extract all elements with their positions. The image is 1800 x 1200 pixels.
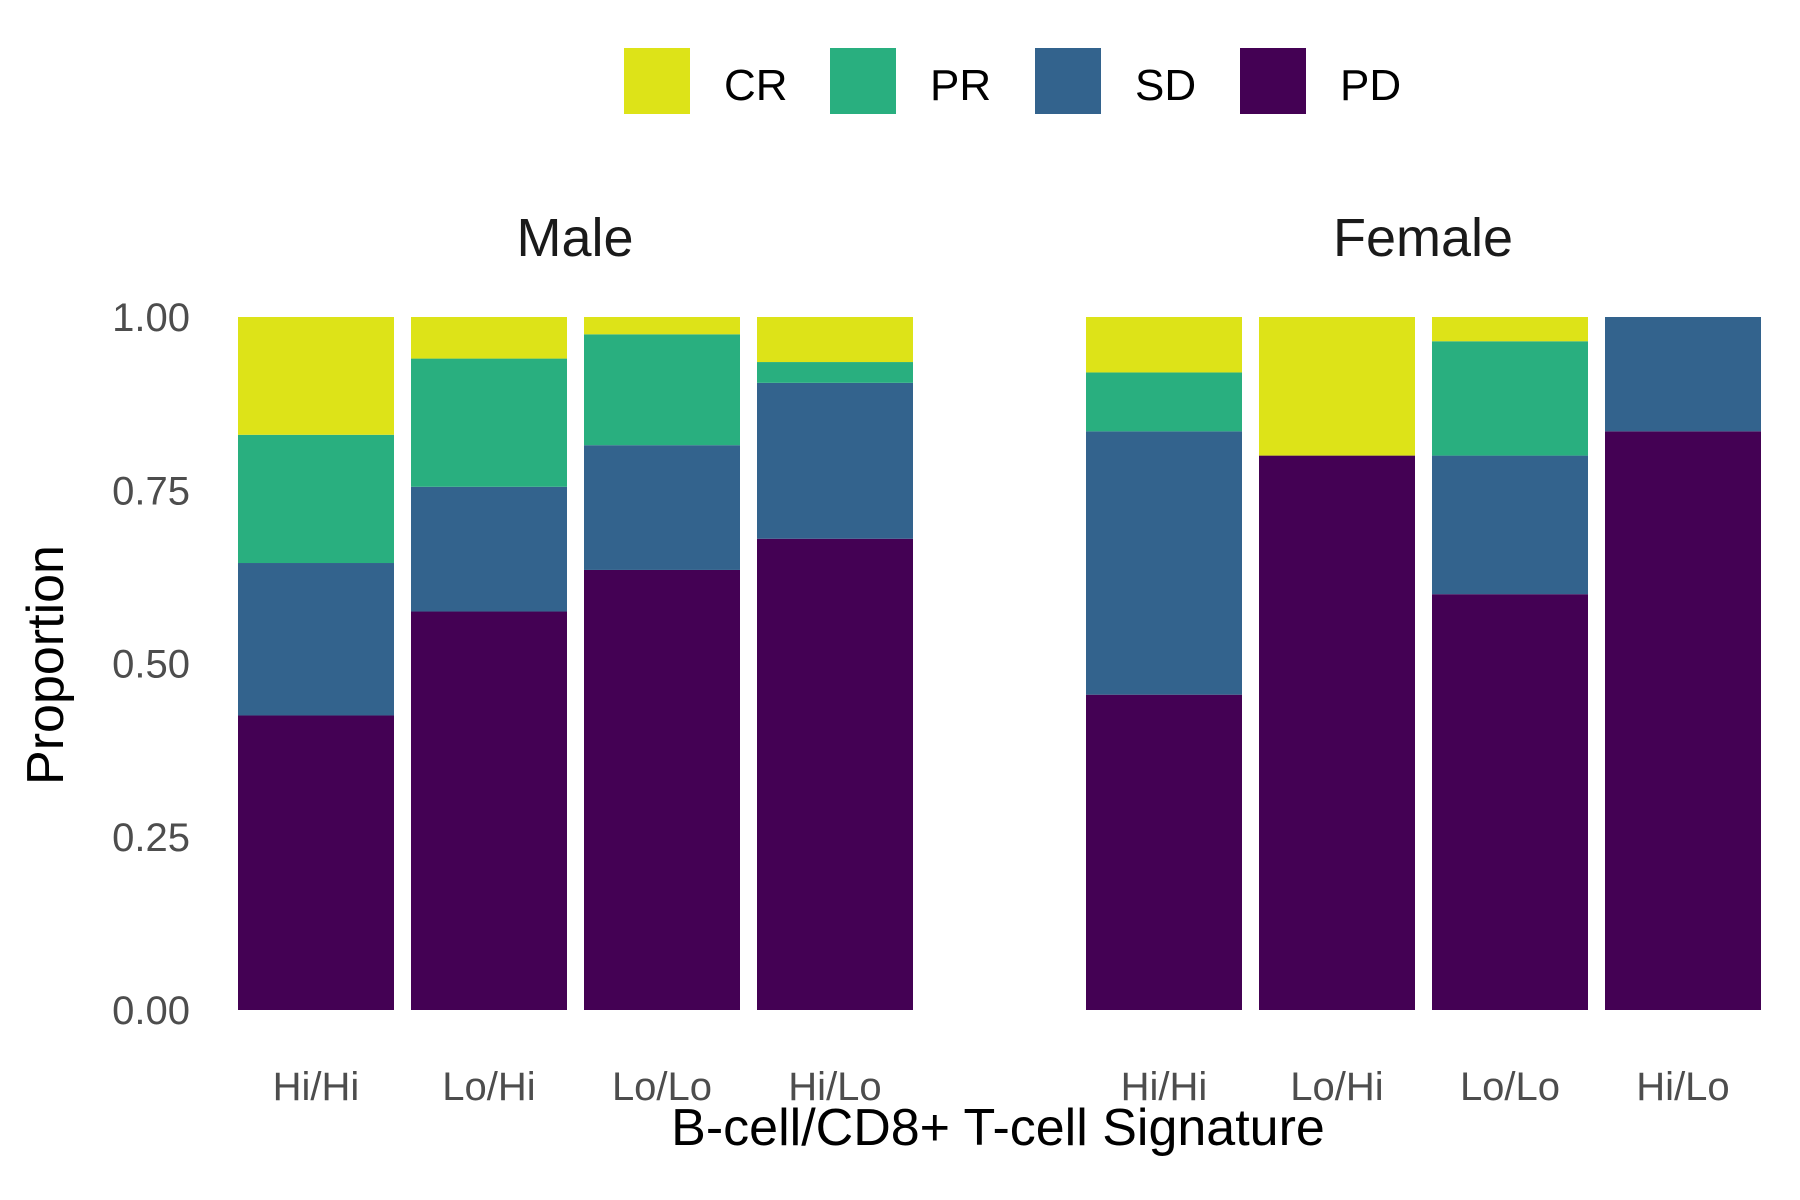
bar-segment-female-hi-hi-cr [1086,317,1242,373]
bar-segment-female-lo-hi-cr [1259,317,1415,456]
facet-titles: Male Female [516,208,1513,268]
facet-title-female: Female [1333,208,1513,268]
legend: CR PR SD PD [624,48,1401,114]
x-tick-label: Lo/Hi [442,1065,535,1109]
x-axis: Hi/Hi Lo/Hi Lo/Lo Hi/Lo Hi/Hi Lo/Hi Lo/Lo Hi/Lo [273,1065,1730,1109]
bar-segment-male-lo-lo-pr [584,334,740,446]
bar-segment-male-hi-lo-pd [757,538,913,1010]
bar-segment-male-hi-hi-cr [238,317,394,435]
legend-swatch-pr [830,48,896,114]
bar-segment-female-lo-lo-cr [1432,317,1588,342]
bar-segment-female-lo-lo-pd [1432,594,1588,1010]
bar-segment-male-hi-lo-pr [757,362,913,383]
y-tick-label: 0.75 [112,469,190,513]
facet-title-male: Male [516,208,633,268]
bar-segment-male-lo-hi-sd [411,486,567,612]
legend-label-cr: CR [724,61,788,110]
y-axis: 0.00 0.25 0.50 0.75 1.00 [112,296,190,1033]
legend-swatch-cr [624,48,690,114]
legend-swatch-sd [1035,48,1101,114]
x-tick-label: Hi/Lo [1636,1065,1729,1109]
x-tick-label: Hi/Lo [788,1065,881,1109]
y-tick-label: 1.00 [112,296,190,340]
bar-segment-female-lo-lo-sd [1432,455,1588,595]
x-tick-label: Hi/Hi [273,1065,360,1109]
y-tick-label: 0.25 [112,816,190,860]
bar-segment-male-lo-hi-pr [411,358,567,487]
bar-segment-female-hi-lo-pd [1605,431,1761,1011]
bar-segment-male-lo-lo-pd [584,569,740,1010]
bar-segment-male-hi-hi-pd [238,715,394,1010]
bar-segment-male-hi-lo-cr [757,317,913,363]
legend-label-pd: PD [1340,61,1401,110]
bars [238,317,1761,1011]
bar-segment-male-lo-hi-cr [411,317,567,359]
bar-segment-female-lo-lo-pr [1432,341,1588,456]
x-axis-title: B-cell/CD8+ T-cell Signature [671,1099,1325,1157]
bar-segment-female-lo-hi-pd [1259,455,1415,1011]
bar-segment-female-hi-hi-pr [1086,372,1242,432]
bar-segment-female-hi-lo-sd [1605,317,1761,432]
y-tick-label: 0.50 [112,643,190,687]
y-tick-label: 0.00 [112,989,190,1033]
bar-segment-male-hi-hi-sd [238,563,394,716]
y-axis-title: Proportion [17,545,75,785]
bar-segment-male-hi-hi-pr [238,434,394,564]
x-tick-label: Lo/Lo [612,1065,712,1109]
bar-segment-male-lo-lo-cr [584,317,740,335]
legend-label-pr: PR [930,61,991,110]
x-tick-label: Hi/Hi [1121,1065,1208,1109]
bar-segment-male-hi-lo-sd [757,382,913,539]
bar-segment-male-lo-hi-pd [411,611,567,1010]
legend-swatch-pd [1240,48,1306,114]
bar-segment-male-lo-lo-sd [584,445,740,570]
legend-label-sd: SD [1135,61,1196,110]
x-tick-label: Lo/Hi [1290,1065,1383,1109]
x-tick-label: Lo/Lo [1460,1065,1560,1109]
bar-segment-female-hi-hi-sd [1086,431,1242,695]
bar-segment-female-hi-hi-pd [1086,694,1242,1010]
